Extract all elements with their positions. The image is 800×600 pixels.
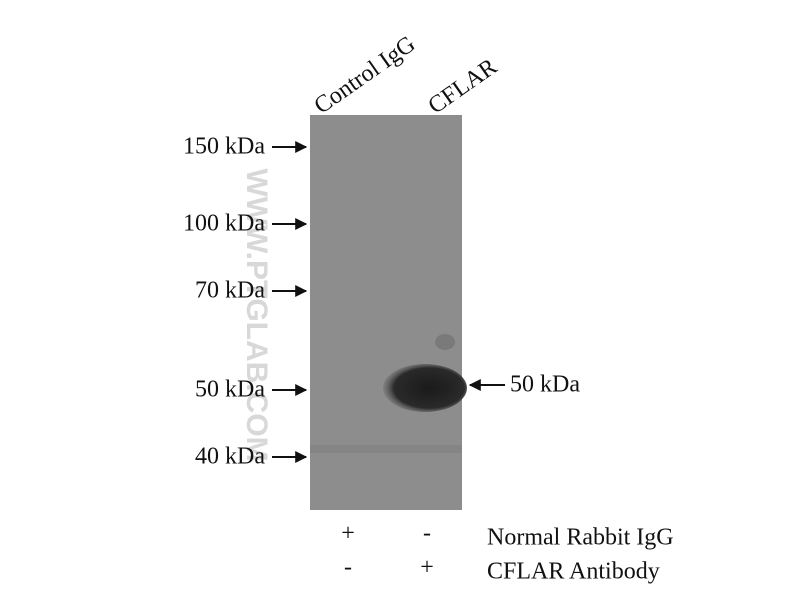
lane-label: Control IgG [310,31,420,119]
condition-sign: - [344,555,352,581]
condition-label: CFLAR Antibody [487,559,660,585]
lane-label: CFLAR [424,54,502,120]
band [383,364,467,412]
blot [310,115,462,510]
band-label: 50 kDa [510,372,580,398]
marker-label: 150 kDa [183,134,265,160]
condition-label: Normal Rabbit IgG [487,525,674,551]
blot-streak [310,445,462,453]
marker-label: 50 kDa [195,377,265,403]
spot [435,334,455,350]
condition-sign: + [420,555,434,581]
condition-sign: - [423,521,431,547]
marker-label: 100 kDa [183,211,265,237]
marker-label: 40 kDa [195,444,265,470]
marker-label: 70 kDa [195,278,265,304]
condition-sign: + [341,521,355,547]
watermark: WWW.PTGLAB.COM [240,168,273,461]
